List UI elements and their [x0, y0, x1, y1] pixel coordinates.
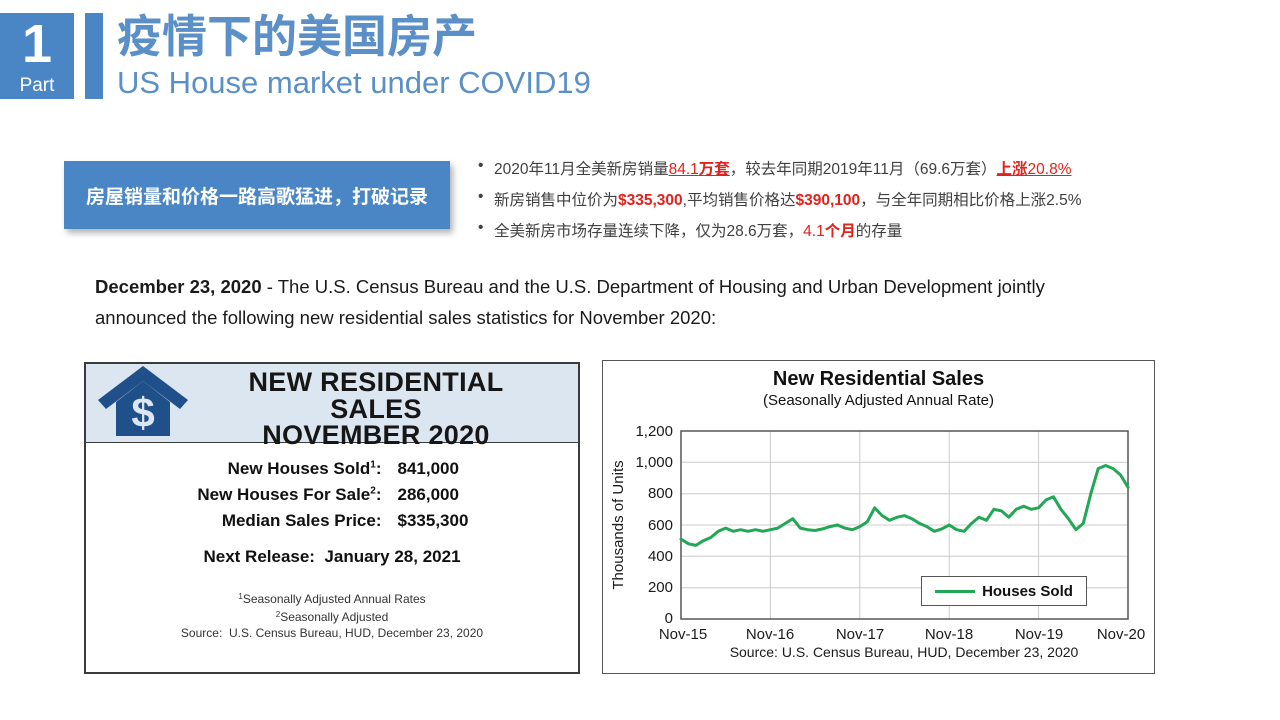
- svg-text:Nov-16: Nov-16: [746, 626, 794, 643]
- svg-text:Nov-15: Nov-15: [659, 626, 707, 643]
- svg-text:1,200: 1,200: [635, 423, 673, 440]
- svg-text:Nov-17: Nov-17: [836, 626, 884, 643]
- svg-text:200: 200: [648, 579, 673, 596]
- svg-text:600: 600: [648, 517, 673, 534]
- svg-text:Source: U.S. Census Bureau, H: Source: U.S. Census Bureau, HUD, Decembe…: [730, 644, 1079, 660]
- svg-text:Nov-18: Nov-18: [925, 626, 973, 643]
- svg-text:Thousands of Units: Thousands of Units: [610, 460, 627, 589]
- svg-text:400: 400: [648, 548, 673, 565]
- svg-text:1,000: 1,000: [635, 454, 673, 471]
- svg-text:$: $: [131, 389, 154, 436]
- svg-text:Nov-20: Nov-20: [1097, 626, 1145, 643]
- svg-text:800: 800: [648, 485, 673, 502]
- svg-text:Nov-19: Nov-19: [1015, 626, 1063, 643]
- svg-text:0: 0: [665, 610, 673, 627]
